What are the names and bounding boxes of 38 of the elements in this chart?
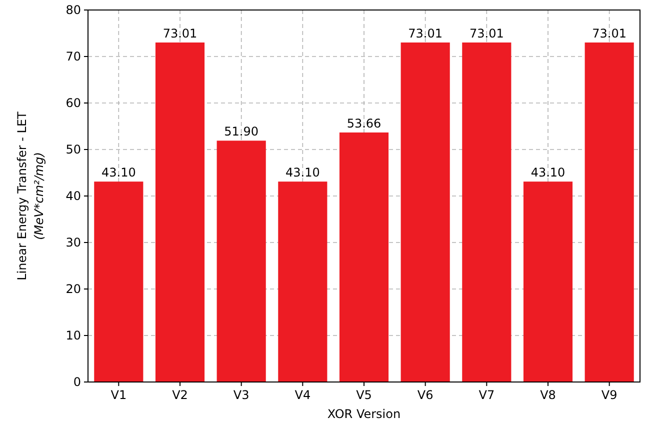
x-tick-label: V6 [417, 388, 434, 402]
y-axis-title: Linear Energy Transfer - LET (MeV*cm²/mg) [15, 110, 46, 280]
x-tick-label: V9 [601, 388, 618, 402]
data-label: 73.01 [469, 26, 504, 41]
data-label: 53.66 [346, 116, 382, 130]
y-tick-label: 0 [73, 375, 81, 390]
x-tick-label: V7 [478, 388, 495, 402]
y-tick-label: 20 [66, 282, 81, 296]
bar [523, 182, 573, 382]
data-label: 73.01 [592, 26, 627, 41]
y-tick-label: 60 [66, 96, 81, 110]
y-tick-label: 70 [66, 50, 81, 64]
x-tick-label: V8 [540, 388, 556, 402]
bar [155, 42, 205, 382]
data-label: 51.90 [224, 124, 259, 139]
x-tick-label: V3 [233, 388, 250, 402]
bar [584, 42, 634, 382]
bar [339, 132, 389, 382]
bar [462, 42, 512, 382]
x-tick-label: V5 [356, 388, 372, 402]
x-axis-title: XOR Version [327, 407, 401, 421]
bar [278, 182, 328, 382]
data-label: 43.10 [285, 166, 320, 180]
y-tick-label: 50 [66, 142, 81, 157]
data-label: 43.10 [530, 166, 566, 180]
y-tick-label: 10 [66, 328, 81, 343]
y-tick-label: 80 [66, 3, 81, 18]
x-tick-label: V2 [172, 388, 188, 402]
bar [400, 42, 450, 382]
bar [94, 182, 144, 382]
data-label: 43.10 [101, 166, 136, 180]
y-tick-label: 30 [66, 236, 81, 250]
bar [216, 140, 266, 382]
y-tick-label: 40 [66, 189, 81, 204]
data-label: 73.01 [408, 26, 443, 41]
x-tick-label: V4 [294, 388, 311, 402]
x-tick-label: V1 [110, 388, 127, 402]
data-label: 73.01 [162, 26, 198, 41]
